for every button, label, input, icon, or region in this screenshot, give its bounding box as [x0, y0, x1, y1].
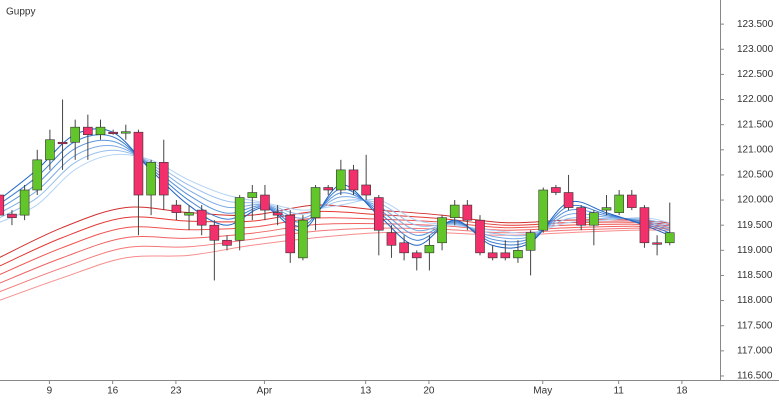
x-tick-label: 9: [47, 386, 53, 397]
candle-body: [399, 242, 409, 254]
candle-body: [285, 214, 296, 254]
candle-body: [7, 213, 17, 218]
y-tick-label: 120.000: [737, 195, 774, 206]
candle-body: [158, 162, 169, 196]
moving-average-line: [0, 149, 670, 237]
candle-body: [449, 204, 460, 218]
candle-body: [121, 131, 131, 134]
x-tick-label: 11: [613, 386, 624, 397]
candle-body: [184, 212, 194, 216]
candle-body: [386, 232, 397, 246]
candle-body: [563, 192, 574, 208]
moving-average-line: [0, 204, 670, 258]
y-tick-label: 120.500: [737, 170, 774, 181]
y-tick-label: 122.500: [737, 69, 774, 80]
candle-body: [298, 219, 308, 259]
candle-body: [462, 204, 473, 221]
candle-body: [411, 252, 422, 259]
y-tick-label: 123.500: [737, 19, 774, 30]
y-tick-label: 122.000: [737, 94, 774, 105]
candle-body: [146, 162, 156, 196]
moving-average-line: [0, 223, 670, 284]
candle-body: [323, 187, 334, 191]
y-tick-label: 118.500: [737, 270, 773, 281]
candle-body: [0, 194, 5, 216]
x-tick-label: May: [533, 386, 552, 397]
candle-body: [83, 126, 93, 136]
y-tick-label: 121.500: [737, 119, 774, 130]
candle-body: [475, 219, 485, 254]
moving-average-line: [0, 153, 670, 234]
candle-body: [576, 207, 587, 226]
x-tick-label: 16: [107, 386, 119, 397]
candle-body: [424, 244, 435, 254]
x-tick-label: Apr: [257, 386, 273, 397]
candle-body: [209, 224, 220, 241]
y-tick-label: 121.000: [737, 144, 774, 155]
y-tick-label: 118.000: [737, 295, 773, 306]
x-tick-label: 13: [360, 386, 372, 397]
moving-average-line: [0, 217, 670, 275]
candle-body: [336, 169, 346, 191]
candle-body: [601, 207, 612, 211]
candle-body: [310, 187, 321, 218]
moving-average-line: [0, 229, 670, 301]
candle-body: [234, 197, 245, 241]
candle-body: [348, 169, 359, 191]
candle-body: [373, 197, 384, 231]
candle-body: [513, 250, 523, 259]
candle-body: [95, 126, 106, 136]
candle-body: [525, 232, 536, 251]
candle-body: [247, 192, 258, 198]
candle-body: [652, 242, 662, 245]
moving-average-line: [0, 227, 670, 293]
candle-body: [361, 184, 371, 196]
candle-body: [500, 252, 511, 259]
candle-body: [487, 252, 498, 259]
candle-body: [108, 131, 118, 134]
candle-body: [589, 212, 599, 226]
candle-body: [70, 126, 80, 143]
x-tick-label: 20: [423, 386, 435, 397]
y-tick-label: 119.500: [737, 220, 773, 231]
candle-body: [664, 232, 675, 244]
candle-body: [32, 159, 43, 191]
y-tick-label: 119.000: [737, 245, 773, 256]
x-tick-label: 18: [676, 386, 688, 397]
candle-body: [437, 217, 447, 244]
candle-body: [639, 207, 650, 244]
y-tick-label: 123.000: [737, 44, 774, 55]
candle-body: [171, 204, 182, 213]
y-tick-label: 117.000: [737, 345, 773, 356]
candle-body: [272, 212, 283, 216]
chart-title: Guppy: [6, 7, 35, 18]
x-tick-label: 23: [170, 386, 182, 397]
y-tick-label: 117.500: [737, 320, 773, 331]
candle-body: [260, 194, 270, 211]
moving-average-line: [0, 145, 670, 240]
y-tick-label: 116.500: [737, 371, 773, 382]
candle-body: [222, 239, 232, 246]
candle-body: [196, 209, 207, 226]
candle-body: [626, 194, 637, 208]
candle-body: [57, 141, 68, 145]
candle-body: [614, 194, 624, 213]
plot-area: [0, 99, 675, 301]
candle-body: [19, 189, 30, 216]
candle-body: [551, 187, 561, 193]
candle-body: [133, 131, 144, 196]
candle-body: [538, 189, 549, 231]
candle-body: [45, 139, 55, 161]
